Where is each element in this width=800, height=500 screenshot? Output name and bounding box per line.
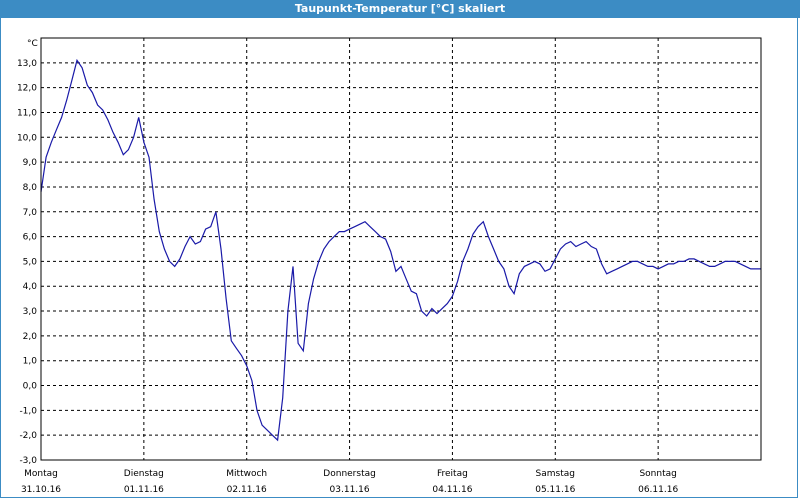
x-tick-date: 03.11.16 — [330, 485, 370, 495]
y-tick-label: 0,0 — [23, 382, 38, 392]
y-tick-label: 11,0 — [17, 108, 37, 118]
x-tick-weekday: Mittwoch — [226, 469, 267, 479]
x-tick-date: 01.11.16 — [124, 485, 164, 495]
y-tick-label: 4,0 — [23, 282, 38, 292]
x-tick-date: 05.11.16 — [535, 485, 575, 495]
y-tick-label: -2,0 — [19, 431, 37, 441]
y-tick-label: 7,0 — [23, 208, 38, 218]
grid — [41, 38, 761, 461]
x-tick-weekday: Sonntag — [639, 469, 676, 479]
y-axis-unit-label: °C — [27, 39, 38, 49]
y-tick-label: -3,0 — [19, 456, 37, 466]
x-tick-date: 04.11.16 — [432, 485, 472, 495]
x-tick-date: 31.10.16 — [21, 485, 61, 495]
y-axis-ticks: 13,0 12,0 11,0 10,0 9,0 8,0 7,0 6,0 5,0 4,0 3,0 2,0… — [17, 59, 37, 466]
y-tick-label: 6,0 — [23, 233, 38, 243]
y-tick-label: 2,0 — [23, 332, 38, 342]
x-tick-date: 06.11.16 — [638, 485, 678, 495]
plot-area-border — [40, 37, 762, 461]
x-tick-weekday: Donnerstag — [323, 469, 376, 479]
dewpoint-chart: 13,0 12,0 11,0 10,0 9,0 8,0 7,0 6,0 5,0 4,0 3,0 2,0… — [17, 37, 762, 495]
dewpoint-series-line — [40, 58, 761, 442]
x-axis-ticks: Montag 31.10.16 Dienstag 01.11.16 Mittwoch 02… — [21, 469, 678, 495]
chart-frame: 13,0 12,0 11,0 10,0 9,0 8,0 7,0 6,0 5,0 4,0 3,0 2,0… — [0, 18, 798, 498]
y-tick-label: 3,0 — [23, 307, 38, 317]
y-tick-label: 13,0 — [17, 59, 37, 69]
x-tick-date: 02.11.16 — [227, 485, 267, 495]
y-tick-label: 8,0 — [23, 183, 38, 193]
chart-title: Taupunkt-Temperatur [°C] skaliert — [0, 0, 800, 18]
x-tick-weekday: Samstag — [536, 469, 575, 479]
y-tick-label: 1,0 — [23, 357, 38, 367]
y-tick-label: -1,0 — [19, 406, 37, 416]
y-tick-label: 10,0 — [17, 133, 37, 143]
y-tick-label: 12,0 — [17, 84, 37, 94]
y-tick-label: 9,0 — [23, 158, 38, 168]
x-tick-weekday: Montag — [24, 469, 58, 479]
x-tick-weekday: Dienstag — [124, 469, 164, 479]
y-tick-label: 5,0 — [23, 257, 38, 267]
x-tick-weekday: Freitag — [437, 469, 468, 479]
